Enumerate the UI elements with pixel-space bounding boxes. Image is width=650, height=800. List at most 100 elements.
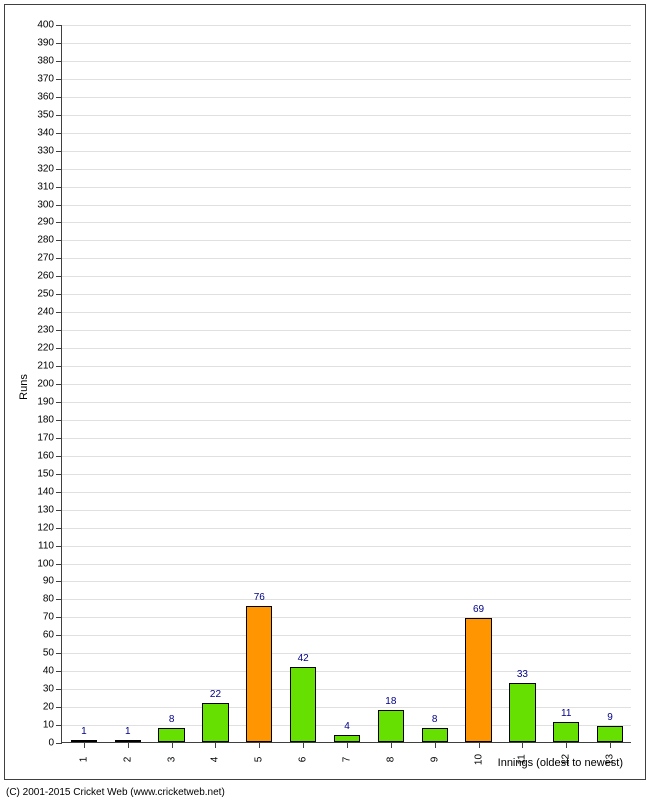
bar-value-label: 42: [298, 653, 309, 664]
gridline: [62, 348, 631, 349]
gridline: [62, 546, 631, 547]
gridline: [62, 438, 631, 439]
y-tick-label: 280: [37, 235, 62, 246]
gridline: [62, 61, 631, 62]
y-tick-label: 10: [43, 720, 62, 731]
x-tick: [303, 742, 304, 748]
y-tick-label: 100: [37, 558, 62, 569]
y-tick-label: 330: [37, 145, 62, 156]
y-tick-label: 90: [43, 576, 62, 587]
x-tick: [84, 742, 85, 748]
x-tick: [259, 742, 260, 748]
bar-value-label: 1: [81, 726, 87, 737]
bar: [378, 710, 404, 742]
y-tick-label: 110: [38, 540, 62, 551]
y-tick-label: 290: [37, 217, 62, 228]
x-axis-label: Innings (oldest to newest): [498, 757, 623, 769]
bar: [334, 735, 360, 742]
x-tick-label: 6: [298, 757, 309, 763]
y-tick-label: 20: [43, 702, 62, 713]
gridline: [62, 294, 631, 295]
bar-value-label: 8: [169, 714, 175, 725]
bar: [597, 726, 623, 742]
x-tick: [215, 742, 216, 748]
gridline: [62, 492, 631, 493]
y-tick-label: 70: [43, 612, 62, 623]
plot-area: 0102030405060708090100110120130140150160…: [61, 25, 631, 743]
y-tick-label: 390: [37, 37, 62, 48]
y-tick-label: 160: [37, 450, 62, 461]
y-tick-label: 340: [37, 127, 62, 138]
x-tick: [610, 742, 611, 748]
gridline: [62, 222, 631, 223]
x-tick: [128, 742, 129, 748]
y-tick-label: 0: [48, 738, 62, 749]
y-tick-label: 240: [37, 307, 62, 318]
y-tick-label: 350: [37, 109, 62, 120]
y-tick-label: 360: [37, 91, 62, 102]
y-tick-label: 220: [37, 343, 62, 354]
y-tick-label: 310: [37, 181, 62, 192]
bar: [202, 703, 228, 742]
bar: [290, 667, 316, 742]
x-tick-label: 1: [78, 757, 89, 763]
bar: [553, 722, 579, 742]
y-tick-label: 200: [37, 379, 62, 390]
x-tick: [435, 742, 436, 748]
gridline: [62, 617, 631, 618]
gridline: [62, 151, 631, 152]
gridline: [62, 79, 631, 80]
x-tick: [566, 742, 567, 748]
gridline: [62, 115, 631, 116]
bar-value-label: 33: [517, 669, 528, 680]
gridline: [62, 258, 631, 259]
y-tick-label: 120: [37, 522, 62, 533]
gridline: [62, 43, 631, 44]
gridline: [62, 366, 631, 367]
y-tick-label: 30: [43, 684, 62, 695]
bar: [422, 728, 448, 742]
bar-value-label: 22: [210, 689, 221, 700]
y-tick-label: 400: [37, 20, 62, 31]
x-tick: [172, 742, 173, 748]
gridline: [62, 240, 631, 241]
gridline: [62, 528, 631, 529]
gridline: [62, 510, 631, 511]
bar: [465, 618, 491, 742]
y-axis-label: Runs: [18, 374, 30, 400]
gridline: [62, 456, 631, 457]
y-tick-label: 370: [37, 73, 62, 84]
gridline: [62, 635, 631, 636]
y-tick-label: 50: [43, 648, 62, 659]
gridline: [62, 384, 631, 385]
y-tick-label: 320: [37, 163, 62, 174]
x-tick-label: 8: [385, 757, 396, 763]
gridline: [62, 330, 631, 331]
x-tick: [391, 742, 392, 748]
bar: [509, 683, 535, 742]
y-tick-label: 80: [43, 594, 62, 605]
bar: [158, 728, 184, 742]
y-tick-label: 40: [43, 666, 62, 677]
y-tick-label: 60: [43, 630, 62, 641]
x-tick-label: 7: [342, 757, 353, 763]
gridline: [62, 169, 631, 170]
gridline: [62, 312, 631, 313]
x-tick-label: 4: [210, 757, 221, 763]
y-tick-label: 140: [37, 486, 62, 497]
bar-value-label: 1: [125, 726, 131, 737]
gridline: [62, 689, 631, 690]
y-tick-label: 210: [37, 361, 62, 372]
y-tick-label: 170: [37, 432, 62, 443]
y-tick-label: 300: [37, 199, 62, 210]
x-tick-label: 5: [254, 757, 265, 763]
bar-value-label: 9: [607, 712, 613, 723]
x-tick: [347, 742, 348, 748]
x-tick: [522, 742, 523, 748]
gridline: [62, 187, 631, 188]
y-tick-label: 230: [37, 325, 62, 336]
x-tick-label: 9: [429, 757, 440, 763]
bar-value-label: 18: [385, 696, 396, 707]
gridline: [62, 133, 631, 134]
gridline: [62, 707, 631, 708]
